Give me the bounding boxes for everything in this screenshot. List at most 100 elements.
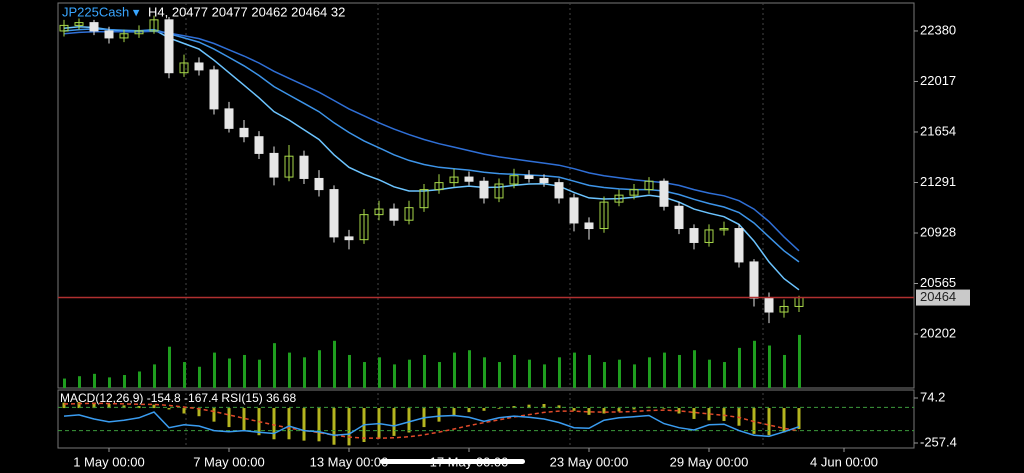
macd-bar: [317, 408, 321, 442]
macd-bar: [497, 408, 501, 409]
scrollbar[interactable]: [380, 459, 525, 464]
volume-bar: [588, 354, 591, 388]
volume-bar: [483, 357, 486, 388]
volume-bar: [348, 354, 351, 388]
macd-bar: [152, 404, 156, 409]
macd-bar: [602, 408, 606, 414]
volume-bar: [423, 354, 426, 388]
volume-bar: [768, 345, 771, 388]
macd-bar: [272, 408, 276, 440]
y-tick-label: 20202: [920, 325, 956, 340]
y-tick-label: 21654: [920, 123, 956, 138]
macd-bar: [527, 404, 531, 409]
candle-body: [419, 189, 429, 209]
candle-body: [704, 229, 714, 243]
x-tick-label: 1 May 00:00: [73, 454, 145, 469]
candle-body: [209, 69, 219, 110]
macd-bar: [302, 408, 306, 441]
macd-bar: [242, 408, 246, 432]
last-price-label: 20464: [920, 289, 956, 304]
candle-body: [314, 177, 324, 191]
macd-bar: [437, 408, 441, 422]
candle-body: [104, 30, 114, 39]
y-tick-label: 21291: [920, 174, 956, 189]
volume-bar: [303, 357, 306, 388]
macd-bar: [77, 401, 81, 409]
candle-body: [404, 207, 414, 221]
symbol[interactable]: JP225Cash ▾: [62, 4, 140, 19]
macd-signal: [63, 402, 800, 439]
volume-bar: [183, 362, 186, 388]
last-price-box: [916, 289, 970, 306]
volume-bar: [243, 354, 246, 388]
volume-bar: [123, 375, 126, 388]
volume-bar: [723, 362, 726, 388]
candle-body: [779, 305, 789, 313]
candle-body: [89, 22, 99, 32]
macd-bar: [92, 402, 96, 409]
candle-body: [644, 180, 654, 191]
candle-body: [464, 176, 474, 182]
macd-bar: [62, 402, 66, 409]
x-tick-label: 23 May 00:00: [550, 454, 629, 469]
volume-bar: [438, 362, 441, 388]
macd-bar: [212, 408, 216, 422]
macd-bar: [392, 408, 396, 436]
volume-bar: [708, 359, 711, 388]
indicator-pane: [57, 389, 915, 449]
macd-bar: [587, 408, 591, 415]
moving-average: [63, 30, 800, 252]
candle-body: [734, 228, 744, 263]
volume-bar: [138, 371, 141, 388]
candle-body: [449, 176, 459, 184]
volume-bar: [393, 364, 396, 388]
volume-bar: [333, 340, 336, 388]
candle-body: [659, 180, 669, 207]
macd-bar: [197, 408, 201, 417]
x-tick-label: 7 May 00:00: [193, 454, 265, 469]
macd-bar: [407, 408, 411, 433]
macd-bar: [122, 405, 126, 409]
macd-bar: [287, 408, 291, 440]
macd-bar: [707, 408, 711, 421]
candle-body: [254, 136, 264, 154]
volume-bar: [528, 359, 531, 388]
candle-body: [674, 205, 684, 230]
candle-body: [389, 208, 399, 221]
candle-body: [539, 177, 549, 184]
macd-bar: [617, 408, 621, 412]
volume-bar: [228, 358, 231, 388]
x-tick-label: 13 May 00:00: [310, 454, 389, 469]
macd-bar: [542, 404, 546, 409]
candle-body: [494, 183, 504, 199]
volume-bar: [618, 359, 621, 388]
macd-bar: [467, 408, 471, 413]
macd-bar: [182, 408, 186, 414]
y-tick-label: 22017: [920, 73, 956, 88]
candle-body: [359, 214, 369, 241]
candle-body: [59, 24, 69, 32]
candle-body: [614, 194, 624, 203]
volume-bar: [168, 346, 171, 388]
volume-bar: [498, 362, 501, 388]
volume-bar: [753, 340, 756, 388]
macd-bar: [167, 408, 171, 410]
volume-bar: [783, 354, 786, 388]
x-tick-label: 17 May 00:00: [430, 454, 509, 469]
volume-bar: [78, 376, 81, 388]
volume-bar: [288, 352, 291, 388]
y-tick-label: -257.4: [920, 434, 957, 449]
candle-body: [509, 175, 519, 185]
macd-bar: [347, 408, 351, 446]
volume-bar: [468, 350, 471, 388]
volume-bar: [798, 334, 801, 388]
macd-bar: [722, 408, 726, 421]
candle-body: [134, 30, 144, 35]
chart-title: H4, 20477 20477 20462 20464 32: [148, 4, 345, 19]
volume-bar: [693, 350, 696, 388]
candle-body: [749, 261, 759, 299]
volume-bar: [453, 352, 456, 388]
candle-body: [689, 228, 699, 243]
